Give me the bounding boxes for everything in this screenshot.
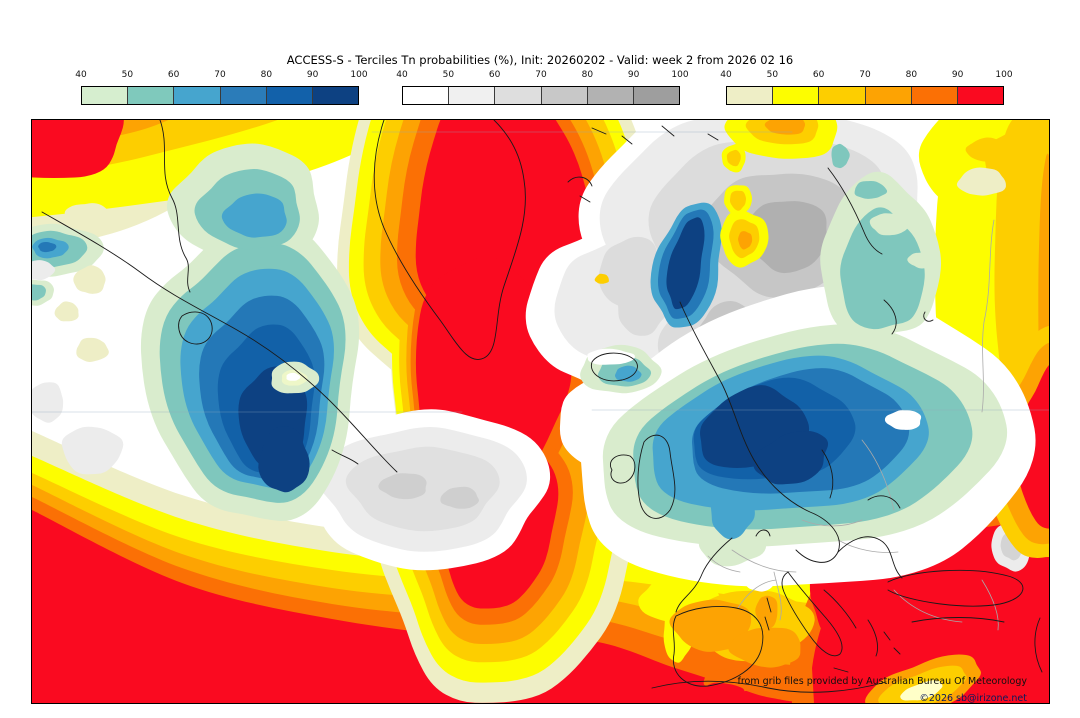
colorbar-cell [449, 87, 496, 104]
tick-label: 70 [214, 70, 226, 80]
colorbar-cell [495, 87, 542, 104]
colorbar-cell [727, 87, 774, 104]
colorbar-ticks: 40 50 60 70 80 90 100 [75, 70, 367, 84]
graticule-lines [32, 131, 1049, 413]
colorbar-cell [312, 87, 359, 104]
tick-label: 100 [671, 70, 689, 80]
colorbar-cell [865, 87, 912, 104]
colorbar [726, 86, 1004, 105]
tick-label: 60 [488, 70, 501, 80]
colorbar-cell [174, 87, 221, 104]
colorbar-cell [633, 87, 680, 104]
tick-label: 50 [442, 70, 455, 80]
map-canvas [32, 120, 1049, 703]
tick-label: 40 [75, 70, 87, 80]
tick-label: 40 [720, 70, 732, 80]
colorbar-cell [587, 87, 634, 104]
colorbar-cell [82, 87, 129, 104]
tick-label: 60 [812, 70, 825, 80]
colorbar-cell [773, 87, 820, 104]
colorbar-cell [403, 87, 450, 104]
probability-contours [32, 120, 1049, 703]
tick-label: 50 [121, 70, 134, 80]
tick-label: 80 [905, 70, 918, 80]
page-title: ACCESS-S - Terciles Tn probabilities (%)… [286, 53, 794, 67]
tick-label: 70 [535, 70, 547, 80]
tick-label: 100 [350, 70, 368, 80]
tick-label: 50 [766, 70, 779, 80]
tick-label: 60 [167, 70, 180, 80]
colorbar-ticks: 40 50 60 70 80 90 100 [396, 70, 688, 84]
tick-label: 90 [627, 70, 640, 80]
probability-map: from grib files provided by Australian B… [31, 119, 1050, 704]
tick-label: 90 [951, 70, 964, 80]
colorbar-cell [220, 87, 267, 104]
tick-label: 40 [396, 70, 408, 80]
colorbar-cell [957, 87, 1004, 104]
colorbar [402, 86, 680, 105]
tick-label: 100 [995, 70, 1013, 80]
tick-label: 70 [859, 70, 871, 80]
credit-source: from grib files provided by Australian B… [737, 676, 1027, 687]
colorbar-cell [128, 87, 175, 104]
colorbar-cell [541, 87, 588, 104]
colorbar-above-normal: 40 50 60 70 80 90 100 [720, 70, 1013, 110]
colorbar-below-normal: 40 50 60 70 80 90 100 [75, 70, 368, 110]
colorbar-cell [819, 87, 866, 104]
credit-copyright: ©2026 sb@irizone.net [919, 693, 1027, 704]
tick-label: 80 [260, 70, 273, 80]
colorbar-cell [911, 87, 958, 104]
colorbar [81, 86, 359, 105]
colorbar-cell [266, 87, 313, 104]
coastlines [41, 120, 1043, 693]
colorbar-near-normal: 40 50 60 70 80 90 100 [396, 70, 689, 110]
tick-label: 90 [306, 70, 319, 80]
tick-label: 80 [581, 70, 594, 80]
colorbar-ticks: 40 50 60 70 80 90 100 [720, 70, 1012, 84]
